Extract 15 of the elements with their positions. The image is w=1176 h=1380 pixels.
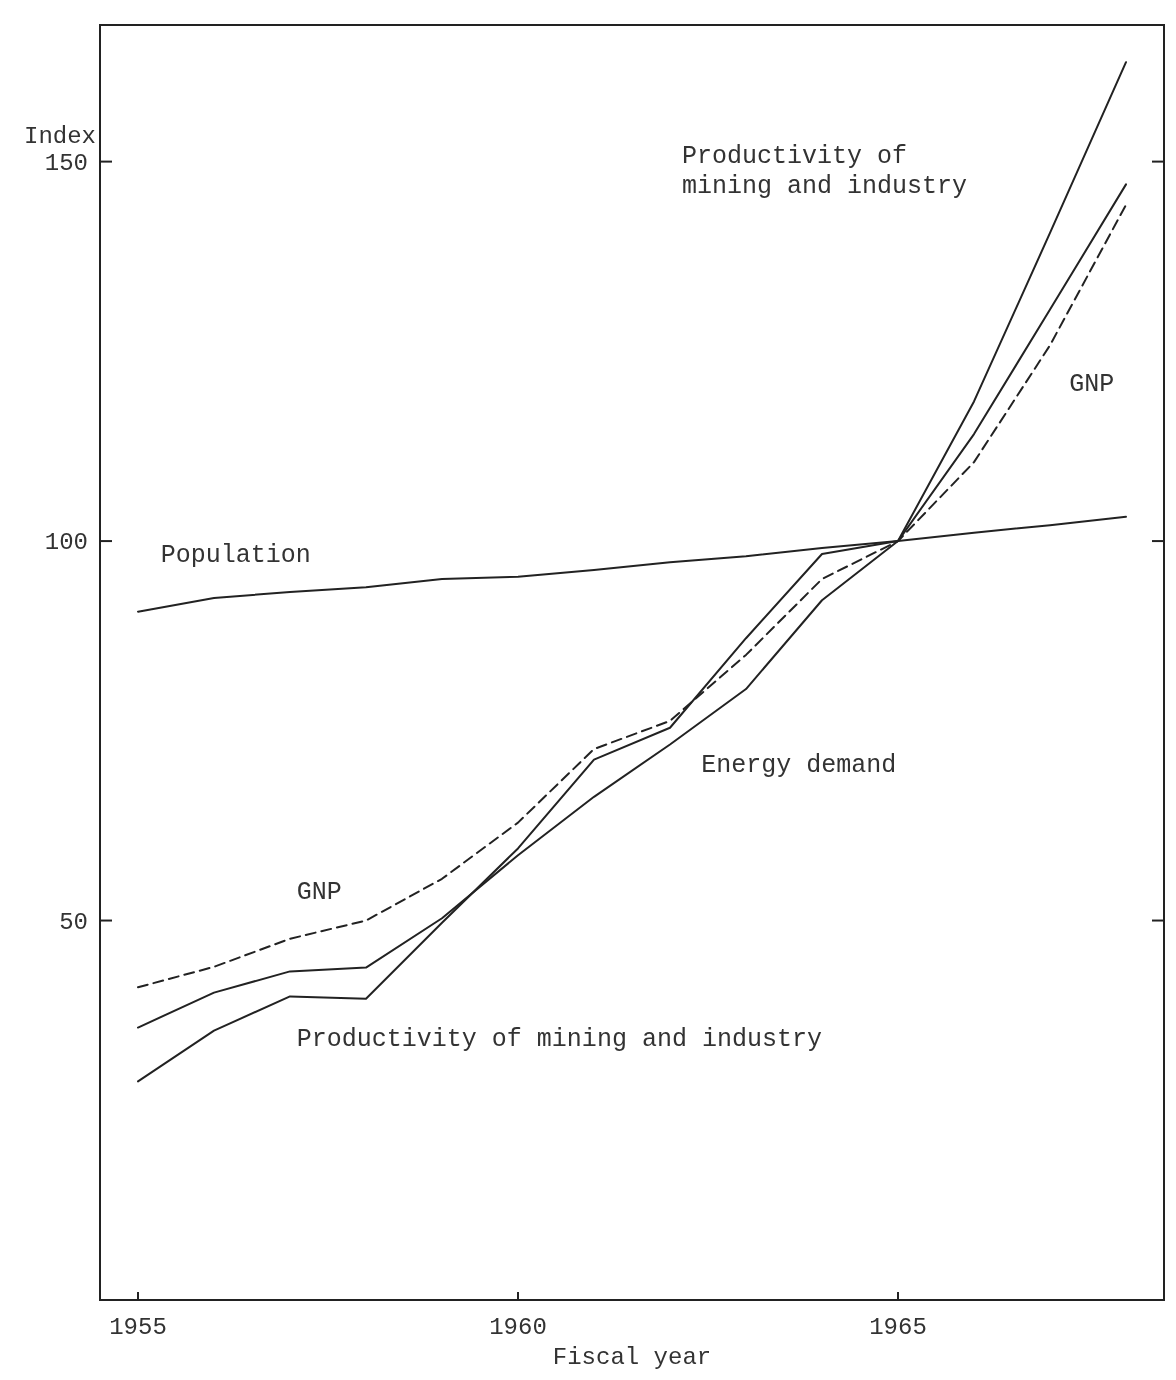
x-tick-label: 1955: [109, 1314, 167, 1341]
annotation: Productivity of mining and industry: [682, 141, 968, 201]
y-tick-label: 50: [59, 908, 88, 936]
y-axis-title: Index: [23, 123, 96, 150]
annotation: Productivity of mining and industry: [296, 1025, 822, 1055]
annotation: Population: [160, 540, 311, 570]
x-tick-label: 1965: [869, 1314, 927, 1341]
annotation: GNP: [296, 878, 342, 908]
annotation: GNP: [1069, 369, 1115, 399]
annotation: Energy demand: [701, 750, 897, 780]
line-series: [137, 61, 1127, 1083]
y-tick-label: 100: [44, 529, 88, 557]
x-axis-title: Fiscal year: [552, 1344, 712, 1371]
x-tick-label: 1960: [489, 1314, 547, 1341]
y-tick-label: 150: [44, 150, 88, 178]
